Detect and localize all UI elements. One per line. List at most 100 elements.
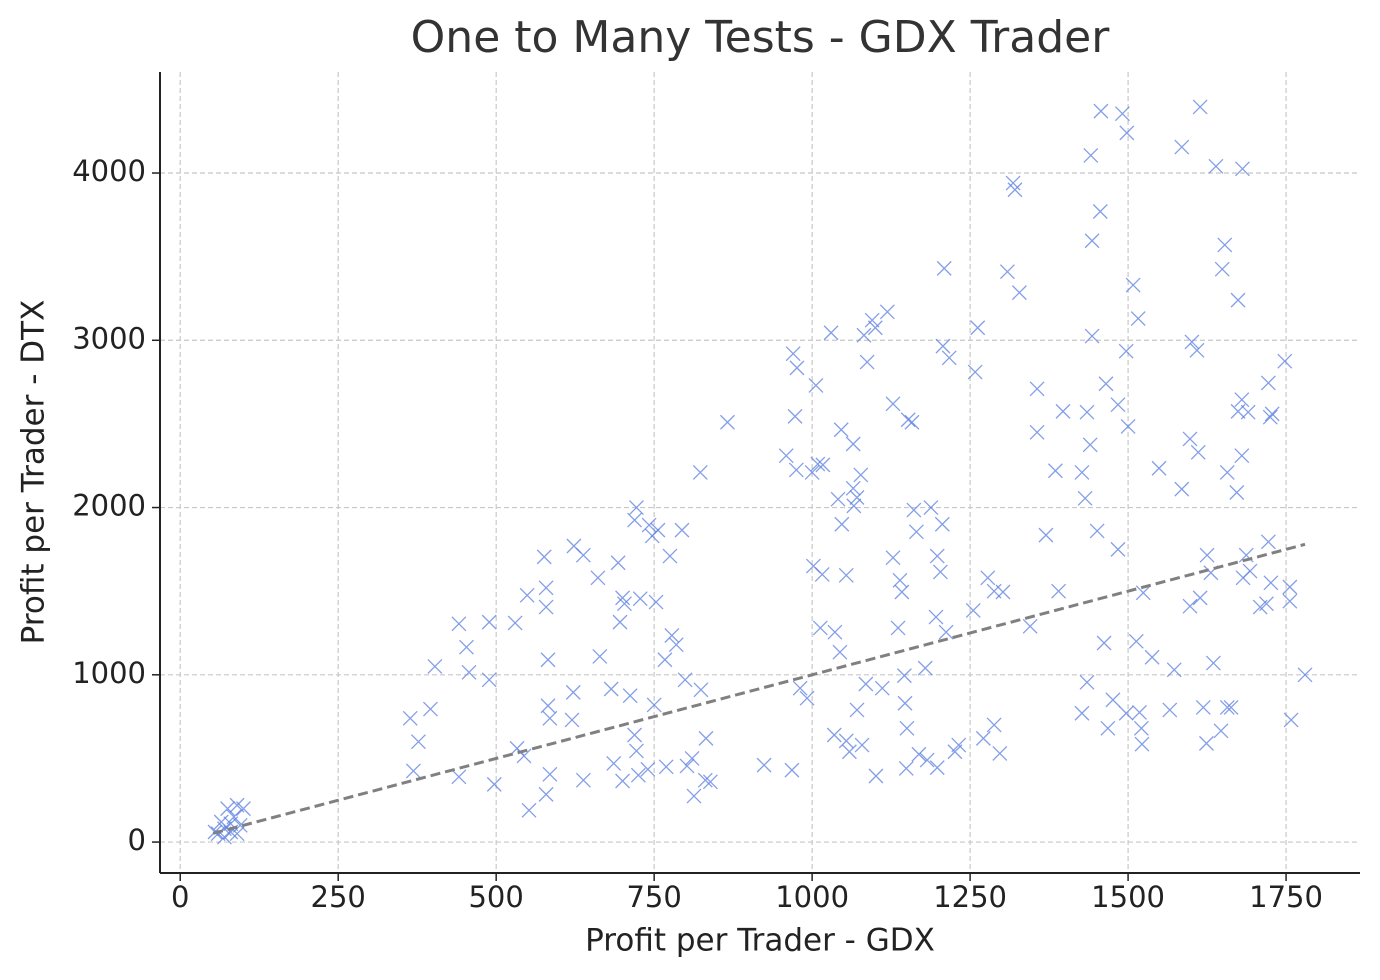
scatter-point xyxy=(603,681,619,697)
scatter-point xyxy=(630,767,646,783)
scatter-point xyxy=(1110,541,1126,557)
scatter-point xyxy=(899,720,915,736)
scatter-point xyxy=(900,412,916,428)
scatter-point xyxy=(911,746,927,762)
scatter-point xyxy=(980,570,996,586)
scatter-point xyxy=(823,325,839,341)
scatter-point xyxy=(938,624,954,640)
scatter-point xyxy=(461,664,477,680)
scatter-point xyxy=(235,801,251,817)
scatter-point xyxy=(929,760,945,776)
scatter-point xyxy=(941,350,957,366)
scatter-point xyxy=(459,639,474,655)
scatter-point xyxy=(650,522,666,538)
scatter-point xyxy=(1219,464,1235,480)
scatter-point xyxy=(890,620,906,636)
scatter-point xyxy=(1174,139,1190,155)
scatter-point xyxy=(846,498,862,514)
scatter-point xyxy=(934,516,950,532)
scatter-point xyxy=(787,408,803,424)
x-tick-label: 1000 xyxy=(775,880,849,914)
trend-line xyxy=(212,542,1306,835)
scatter-point xyxy=(1217,237,1233,253)
scatter-point xyxy=(1118,343,1134,359)
scatter-point xyxy=(1130,311,1146,326)
scatter-point xyxy=(975,730,991,746)
x-tick-label: 1250 xyxy=(933,880,1007,914)
scatter-point xyxy=(451,769,467,785)
scatter-point xyxy=(615,773,631,789)
scatter-point xyxy=(1011,285,1027,301)
scatter-point xyxy=(629,500,644,516)
scatter-point xyxy=(845,480,861,496)
scatter-point xyxy=(220,801,236,817)
scatter-point xyxy=(674,522,690,538)
scatter-point xyxy=(422,701,438,717)
scatter-point xyxy=(784,762,800,778)
scatter-point xyxy=(1190,444,1206,460)
y-tick-label: 4000 xyxy=(72,154,146,188)
scatter-point xyxy=(951,737,967,753)
scatter-point xyxy=(1214,261,1230,277)
scatter-point xyxy=(1259,596,1274,612)
scatter-point xyxy=(606,755,622,771)
scatter-point xyxy=(232,817,248,833)
scatter-point xyxy=(785,346,801,362)
scatter-point xyxy=(427,658,443,674)
scatter-point xyxy=(935,338,951,354)
scatter-point xyxy=(692,464,708,480)
x-tick-label: 250 xyxy=(311,880,366,914)
scatter-point xyxy=(684,750,700,766)
scatter-point xyxy=(486,776,502,792)
scatter-point xyxy=(1174,481,1190,497)
scatter-point xyxy=(1135,585,1151,601)
scatter-point xyxy=(923,500,939,516)
x-tick-label: 750 xyxy=(626,880,681,914)
scatter-point xyxy=(1260,375,1276,391)
scatter-point xyxy=(992,745,1008,761)
scatter-point xyxy=(1029,424,1045,440)
scatter-point xyxy=(1118,705,1134,721)
scatter-point xyxy=(929,548,945,564)
scatter-point xyxy=(1219,699,1235,715)
scatter-point xyxy=(664,628,680,643)
scatter-point xyxy=(874,680,890,696)
scatter-point xyxy=(1132,704,1147,720)
scatter-point xyxy=(885,550,901,566)
scatter-point xyxy=(590,570,606,586)
x-tick-label: 1500 xyxy=(1091,880,1165,914)
scatter-point xyxy=(1264,406,1280,422)
scatter-point xyxy=(1079,674,1095,690)
scatter-point xyxy=(849,702,865,718)
scatter-point xyxy=(519,587,535,603)
chart-title: One to Many Tests - GDX Trader xyxy=(411,12,1111,63)
scatter-point xyxy=(521,802,537,818)
scatter-point xyxy=(1084,328,1100,344)
scatter-point xyxy=(792,680,808,696)
scatter-point xyxy=(1182,431,1198,447)
scatter-point xyxy=(1082,437,1098,453)
scatter-point xyxy=(565,684,581,700)
scatter-point xyxy=(936,260,952,276)
scatter-point xyxy=(908,524,924,540)
scatter-point xyxy=(1089,523,1105,539)
scatter-point xyxy=(1260,534,1276,550)
scatter-point xyxy=(1119,125,1135,141)
scatter-point xyxy=(686,788,702,804)
scatter-point xyxy=(1105,692,1121,708)
x-tick-label: 0 xyxy=(171,880,189,914)
scatter-point xyxy=(1074,464,1090,480)
scatter-point xyxy=(897,695,913,711)
scatter-point xyxy=(702,774,718,790)
scatter-point xyxy=(1133,720,1149,736)
scatter-point xyxy=(641,517,657,533)
scatter-point xyxy=(867,320,883,336)
scatter-point xyxy=(698,730,714,746)
scatter-point xyxy=(1166,662,1182,678)
scatter-point xyxy=(1074,705,1090,721)
scatter-point xyxy=(481,672,497,688)
scatter-point xyxy=(917,660,933,676)
scatter-point xyxy=(627,727,643,743)
scatter-point xyxy=(970,320,986,336)
